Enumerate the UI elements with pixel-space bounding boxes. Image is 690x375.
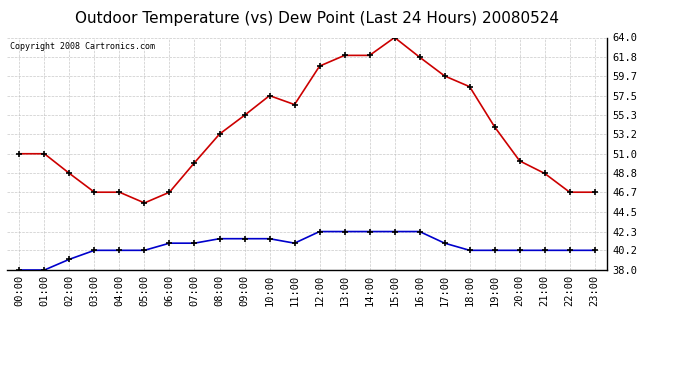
Text: Copyright 2008 Cartronics.com: Copyright 2008 Cartronics.com xyxy=(10,42,155,51)
Text: Outdoor Temperature (vs) Dew Point (Last 24 Hours) 20080524: Outdoor Temperature (vs) Dew Point (Last… xyxy=(75,11,560,26)
